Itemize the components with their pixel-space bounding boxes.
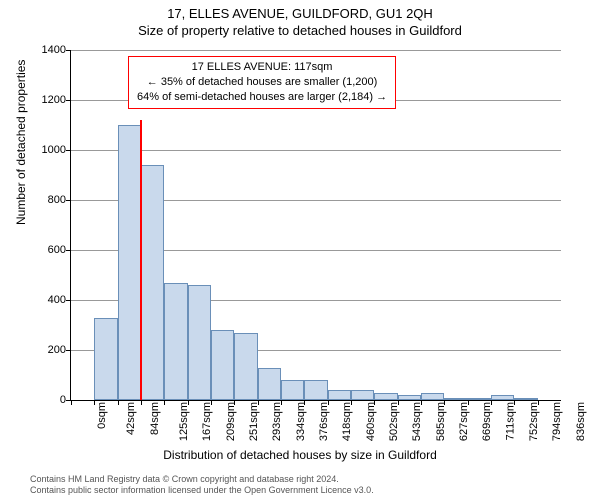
footer-line-2: Contains public sector information licen… xyxy=(30,485,374,496)
y-tick-label: 400 xyxy=(31,294,66,306)
x-tick-label: 418sqm xyxy=(341,402,353,441)
histogram-bar xyxy=(374,393,397,401)
y-tick-label: 1200 xyxy=(31,94,66,106)
histogram-bar xyxy=(304,380,327,400)
histogram-bar xyxy=(164,283,187,401)
x-tick-label: 752sqm xyxy=(528,402,540,441)
x-tick-mark xyxy=(118,400,119,405)
x-tick-mark xyxy=(351,400,352,405)
histogram-bar xyxy=(514,398,537,400)
x-tick-label: 711sqm xyxy=(504,402,516,440)
histogram-bar xyxy=(328,390,351,400)
x-tick-mark xyxy=(421,400,422,405)
histogram-bar xyxy=(258,368,281,401)
y-tick-mark xyxy=(66,50,71,51)
histogram-bar xyxy=(468,398,491,401)
footer-text: Contains HM Land Registry data © Crown c… xyxy=(30,474,374,497)
title-sub: Size of property relative to detached ho… xyxy=(0,21,600,38)
y-tick-label: 0 xyxy=(31,394,66,406)
y-tick-mark xyxy=(66,150,71,151)
x-tick-label: 836sqm xyxy=(575,402,587,441)
x-tick-mark xyxy=(258,400,259,405)
x-tick-mark xyxy=(71,400,72,405)
y-tick-mark xyxy=(66,200,71,201)
title-main: 17, ELLES AVENUE, GUILDFORD, GU1 2QH xyxy=(0,0,600,21)
x-tick-mark xyxy=(164,400,165,405)
x-tick-label: 167sqm xyxy=(201,402,213,441)
x-tick-label: 293sqm xyxy=(271,402,283,441)
x-tick-mark xyxy=(188,400,189,405)
x-tick-label: 627sqm xyxy=(458,402,470,441)
histogram-bar xyxy=(444,398,467,401)
x-tick-label: 460sqm xyxy=(365,402,377,441)
x-tick-mark xyxy=(491,400,492,405)
histogram-bar xyxy=(234,333,257,401)
y-tick-label: 1000 xyxy=(31,144,66,156)
x-tick-label: 669sqm xyxy=(481,402,493,441)
reference-line xyxy=(140,120,142,400)
x-tick-label: 84sqm xyxy=(149,402,161,435)
x-tick-mark xyxy=(328,400,329,405)
x-tick-label: 334sqm xyxy=(295,402,307,441)
x-tick-mark xyxy=(468,400,469,405)
x-tick-mark xyxy=(234,400,235,405)
annotation-line-1: 17 ELLES AVENUE: 117sqm xyxy=(137,60,387,75)
x-tick-label: 125sqm xyxy=(178,402,190,441)
x-axis-label: Distribution of detached houses by size … xyxy=(0,448,600,462)
y-axis-label: Number of detached properties xyxy=(14,60,28,225)
y-tick-mark xyxy=(66,300,71,301)
histogram-bar xyxy=(491,395,514,400)
annotation-line-3: 64% of semi-detached houses are larger (… xyxy=(137,90,387,105)
x-tick-label: 543sqm xyxy=(411,402,423,441)
y-tick-label: 600 xyxy=(31,244,66,256)
x-tick-mark xyxy=(141,400,142,405)
y-tick-label: 1400 xyxy=(31,44,66,56)
x-tick-label: 585sqm xyxy=(435,402,447,441)
x-tick-mark xyxy=(514,400,515,405)
x-tick-label: 42sqm xyxy=(125,402,137,435)
y-tick-label: 800 xyxy=(31,194,66,206)
gridline xyxy=(71,150,561,151)
x-tick-label: 376sqm xyxy=(318,402,330,441)
histogram-bar xyxy=(118,125,141,400)
annotation-line-2: ← 35% of detached houses are smaller (1,… xyxy=(137,75,387,90)
x-tick-label: 0sqm xyxy=(96,402,108,429)
gridline xyxy=(71,50,561,51)
histogram-bar xyxy=(94,318,117,401)
histogram-bar xyxy=(398,395,421,400)
x-tick-label: 502sqm xyxy=(388,402,400,441)
histogram-bar xyxy=(281,380,304,400)
histogram-bar xyxy=(141,165,164,400)
x-tick-mark xyxy=(211,400,212,405)
histogram-bar xyxy=(211,330,234,400)
y-tick-label: 200 xyxy=(31,344,66,356)
x-tick-mark xyxy=(398,400,399,405)
y-tick-mark xyxy=(66,100,71,101)
chart-container: 17, ELLES AVENUE, GUILDFORD, GU1 2QH Siz… xyxy=(0,0,600,500)
x-tick-mark xyxy=(304,400,305,405)
x-tick-label: 251sqm xyxy=(248,402,260,441)
footer-line-1: Contains HM Land Registry data © Crown c… xyxy=(30,474,374,485)
histogram-bar xyxy=(188,285,211,400)
x-tick-mark xyxy=(94,400,95,405)
x-tick-mark xyxy=(538,400,539,405)
x-tick-mark xyxy=(281,400,282,405)
annotation-box: 17 ELLES AVENUE: 117sqm ← 35% of detache… xyxy=(128,56,396,109)
x-tick-label: 209sqm xyxy=(225,402,237,441)
y-tick-mark xyxy=(66,350,71,351)
histogram-bar xyxy=(421,393,444,401)
x-tick-label: 794sqm xyxy=(551,402,563,441)
histogram-bar xyxy=(351,390,374,400)
x-tick-mark xyxy=(444,400,445,405)
y-tick-mark xyxy=(66,250,71,251)
x-tick-mark xyxy=(374,400,375,405)
